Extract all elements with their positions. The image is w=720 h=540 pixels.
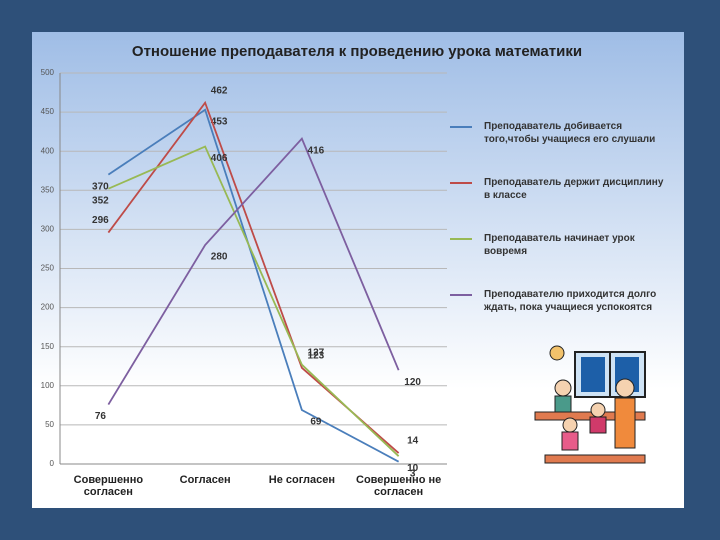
legend-swatch [450, 238, 472, 240]
data-label: 76 [95, 411, 107, 422]
label: Не согласен [268, 474, 335, 486]
y-tick-label: 500 [41, 68, 55, 77]
label: Преподаватель добивается того,чтобы учащ… [484, 121, 656, 145]
data-label: 123 [308, 350, 325, 361]
label: Преподаватель держит дисциплину в классе [484, 177, 664, 201]
y-tick-label: 200 [41, 303, 55, 312]
x-tick-label: Совершенно согласен [63, 474, 153, 498]
clipart [534, 345, 646, 464]
chart-title: Отношение преподавателя к проведению уро… [132, 43, 582, 60]
data-label: 296 [92, 215, 109, 226]
data-label: 453 [211, 116, 228, 127]
data-label: 3 [410, 468, 416, 479]
x-tick-label: Согласен [160, 474, 250, 486]
y-tick-label: 400 [41, 146, 55, 155]
label: Согласен [179, 474, 231, 486]
y-tick-label: 350 [41, 185, 55, 194]
data-label: 69 [310, 417, 322, 428]
legend-swatch [450, 126, 472, 128]
legend-entry: Преподаватель держит дисциплину в классе [450, 176, 665, 202]
y-tick-label: 150 [41, 342, 55, 351]
data-label: 416 [308, 145, 325, 156]
data-label: 10 [407, 463, 419, 474]
legend-entry: Преподаватель добивается того,чтобы учащ… [450, 120, 665, 146]
data-label: 406 [211, 153, 228, 164]
data-label: 280 [211, 252, 228, 263]
x-tick-label: Не согласен [257, 474, 347, 486]
series-line [107, 100, 400, 454]
data-label: 352 [92, 195, 109, 206]
legend-swatch [450, 294, 472, 296]
y-tick-label: 250 [41, 264, 55, 273]
label: Преподаватель начинает урок вовремя [484, 233, 635, 257]
x-tick-label: Совершенно не согласен [354, 474, 444, 498]
legend-entry: Преподаватель начинает урок вовремя [450, 232, 665, 258]
y-tick-label: 100 [41, 381, 55, 390]
data-label: 120 [404, 377, 421, 388]
y-tick-label: 0 [50, 459, 55, 468]
label: Совершенно не согласен [356, 474, 442, 498]
label: Преподавателю приходится долго ждать, по… [484, 289, 657, 313]
legend-entry: Преподавателю приходится долго ждать, по… [450, 288, 665, 314]
series-line [107, 137, 400, 406]
y-tick-label: 300 [41, 225, 55, 234]
data-label: 370 [92, 181, 109, 192]
legend-swatch [450, 182, 472, 184]
series-line [108, 145, 400, 457]
label: Совершенно согласен [73, 474, 144, 498]
y-tick-label: 50 [45, 420, 54, 429]
y-tick-label: 450 [41, 107, 55, 116]
data-label: 127 [308, 347, 325, 358]
data-label: 14 [407, 436, 419, 447]
series-line [107, 108, 400, 463]
data-label: 462 [211, 85, 228, 96]
